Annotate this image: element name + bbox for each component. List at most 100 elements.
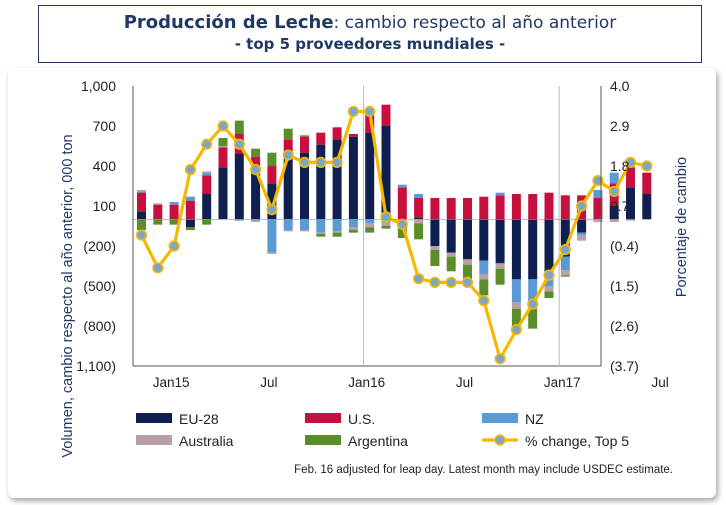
bar-nz xyxy=(479,261,488,274)
pct-change-point xyxy=(528,299,538,309)
y-tick-label: (500) xyxy=(83,278,116,294)
pct-change-point xyxy=(153,263,163,273)
x-tick-label: Jan16 xyxy=(348,375,385,390)
bar-nz xyxy=(300,219,309,230)
y-axis-title: Volumen, cambio respecto al año anterior… xyxy=(60,134,76,457)
legend-swatch-australia xyxy=(136,435,172,445)
y-tick-label: (200) xyxy=(83,238,116,254)
pct-change-point xyxy=(381,212,391,222)
bar-australia xyxy=(300,230,309,231)
bar-argentina xyxy=(235,121,244,134)
bar-argentina xyxy=(479,279,488,295)
bar-australia xyxy=(577,235,586,240)
bar-u-s- xyxy=(463,198,472,219)
bar-u-s- xyxy=(398,187,407,219)
bar-argentina xyxy=(496,269,505,285)
bar-eu-28 xyxy=(447,219,456,252)
bar-u-s- xyxy=(496,195,505,219)
bar-eu-28 xyxy=(365,133,374,220)
y-tick-label: 700 xyxy=(93,118,117,134)
legend-swatch-eu-28 xyxy=(136,413,172,423)
bar-eu-28 xyxy=(349,137,358,220)
bar-nz xyxy=(398,185,407,188)
pct-change-line xyxy=(142,111,647,358)
bar-eu-28 xyxy=(316,145,325,220)
y2-tick-label: 0.7 xyxy=(610,198,630,214)
x-tick-label: Jan17 xyxy=(544,375,581,390)
y2-tick-label: (0.4) xyxy=(610,238,639,254)
x-tick-label: Jul xyxy=(260,375,277,390)
bar-u-s- xyxy=(528,194,537,219)
y-tick-label: 100 xyxy=(93,198,117,214)
bar-eu-28 xyxy=(186,219,195,227)
legend-swatch-nz xyxy=(482,413,518,423)
bar-u-s- xyxy=(316,133,325,145)
bar-argentina xyxy=(333,233,342,237)
bar-argentina xyxy=(349,230,358,233)
bar-u-s- xyxy=(414,198,423,218)
legend: EU-28 U.S. NZ Australia Argentina % change, T… xyxy=(136,411,629,449)
bar-australia xyxy=(365,223,374,227)
bar-argentina xyxy=(153,219,162,224)
bar-eu-28 xyxy=(545,219,554,272)
pct-change-point xyxy=(463,278,473,288)
bar-eu-28 xyxy=(577,219,586,232)
y-tick-label: (800) xyxy=(83,318,116,334)
bar-nz xyxy=(316,219,325,232)
bar-australia xyxy=(496,263,505,268)
legend-swatch-u-s xyxy=(305,413,341,423)
legend-label-australia: Australia xyxy=(179,433,234,449)
bar-u-s- xyxy=(349,134,358,137)
bar-australia xyxy=(251,221,260,222)
bar-u-s- xyxy=(170,205,179,220)
bar-eu-28 xyxy=(512,219,521,279)
bar-u-s- xyxy=(382,105,391,126)
bar-argentina xyxy=(137,219,146,230)
pct-change-point xyxy=(561,245,571,255)
pct-change-point xyxy=(218,121,228,131)
pct-change-point xyxy=(512,325,522,335)
bar-argentina xyxy=(251,149,260,157)
bar-australia xyxy=(202,171,211,172)
bar-argentina xyxy=(202,219,211,224)
bar-nz xyxy=(610,173,619,184)
bar-argentina xyxy=(186,227,195,230)
bar-australia xyxy=(284,230,293,231)
bar-nz xyxy=(170,202,179,205)
bar-nz xyxy=(284,219,293,230)
bar-argentina xyxy=(430,250,439,266)
legend-label--change-top-5: % change, Top 5 xyxy=(525,433,629,449)
bar-nz xyxy=(512,279,521,302)
bar-australia xyxy=(512,302,521,309)
bar-australia xyxy=(626,219,635,220)
pct-change-point xyxy=(186,165,196,175)
bar-australia xyxy=(267,253,276,254)
bar-eu-28 xyxy=(235,154,244,219)
bar-u-s- xyxy=(137,193,146,212)
legend-label-u-s: U.S. xyxy=(348,411,375,427)
pct-change-point xyxy=(609,187,619,197)
plot-area xyxy=(137,105,652,364)
bar-australia xyxy=(447,253,456,257)
bar-australia xyxy=(561,270,570,275)
bar-argentina xyxy=(447,257,456,272)
pct-change-point xyxy=(642,161,652,171)
bar-eu-28 xyxy=(202,194,211,219)
legend-label-argentina: Argentina xyxy=(348,433,408,449)
bar-nz xyxy=(561,257,570,270)
y2-axis-title: Porcentaje de cambio xyxy=(674,157,690,297)
pct-change-point xyxy=(251,165,261,175)
bar-u-s- xyxy=(642,173,651,194)
bar-nz xyxy=(137,191,146,192)
bar-nz xyxy=(577,233,586,236)
bar-argentina xyxy=(561,275,570,276)
bar-australia xyxy=(137,190,146,191)
pct-change-point xyxy=(316,158,326,168)
bar-argentina xyxy=(382,226,391,229)
bar-australia xyxy=(430,246,439,250)
bar-argentina xyxy=(284,129,293,140)
y-tick-label: 400 xyxy=(93,158,117,174)
bar-u-s- xyxy=(202,175,211,194)
pct-change-point xyxy=(137,230,147,240)
legend-swatch-marker xyxy=(495,435,505,445)
